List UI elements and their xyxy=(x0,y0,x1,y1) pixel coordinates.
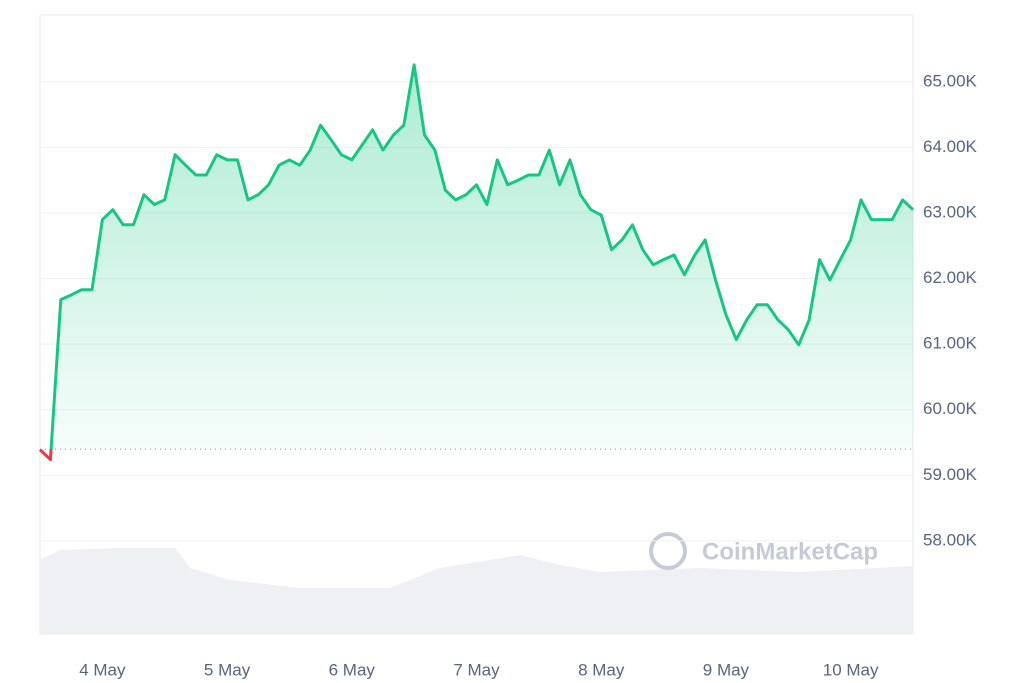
price-area xyxy=(51,64,913,450)
y-tick-label: 60.00K xyxy=(923,399,978,418)
y-tick-label: 62.00K xyxy=(923,268,978,287)
watermark-logo xyxy=(649,532,687,570)
x-tick-label: 5 May xyxy=(204,660,251,679)
y-tick-label: 63.00K xyxy=(923,203,978,222)
x-tick-label: 4 May xyxy=(79,660,126,679)
y-tick-label: 59.00K xyxy=(923,465,978,484)
y-tick-label: 65.00K xyxy=(923,71,978,90)
x-tick-label: 7 May xyxy=(453,660,500,679)
y-tick-label: 64.00K xyxy=(923,137,978,156)
x-tick-label: 8 May xyxy=(578,660,625,679)
y-tick-label: 61.00K xyxy=(923,334,978,353)
y-tick-label: 58.00K xyxy=(923,530,978,549)
x-tick-label: 6 May xyxy=(329,660,376,679)
watermark: CoinMarketCap xyxy=(702,538,878,565)
volume-area xyxy=(40,548,913,634)
price-line xyxy=(38,63,915,462)
x-tick-label: 9 May xyxy=(703,660,750,679)
watermark-group: CoinMarketCap xyxy=(649,532,878,570)
x-tick-label: 10 May xyxy=(823,660,879,679)
